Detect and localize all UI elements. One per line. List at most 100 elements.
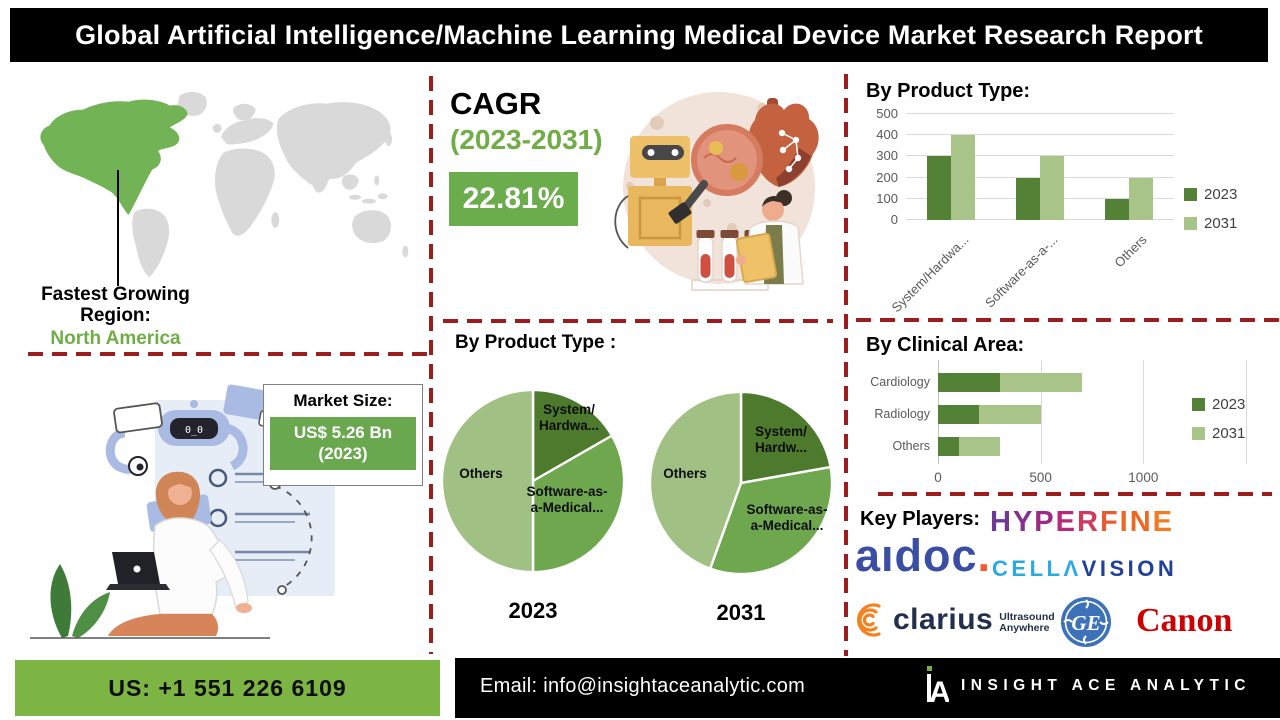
woman-with-laptop <box>106 471 252 636</box>
svg-text:GE: GE <box>1071 611 1100 635</box>
divider-horizontal-right-1 <box>856 318 1280 322</box>
south-america <box>132 208 170 278</box>
robot-face: 0_0 <box>185 425 203 436</box>
divider-horizontal-middle <box>443 319 833 323</box>
clinical-bar-Radiology <box>938 405 1041 424</box>
clinical-chart-title: By Clinical Area: <box>866 334 1025 356</box>
fastest-growing-region-label: Fastest Growing Region: North America <box>18 284 213 349</box>
clinical-category-label: Radiology <box>874 407 930 421</box>
segment-2023 <box>938 437 959 456</box>
ge-logo: GE <box>1061 597 1111 647</box>
svg-text:A: A <box>929 676 949 706</box>
pie-slice-label: System/ Hardw... <box>754 424 807 455</box>
pie-slice-Others <box>440 388 535 574</box>
pie-2031-svg <box>648 390 834 576</box>
brand-block: A INSIGHT ACE ANALYTIC <box>923 666 1251 706</box>
legend-item-2031: 2031 <box>1192 425 1245 442</box>
bar-chart-y-axis: 0 100 200 300 400 500 <box>876 106 898 227</box>
pie-slice-Others <box>648 390 743 571</box>
pie-slice-System/Hardw... <box>739 390 833 485</box>
japan <box>385 132 393 147</box>
clinical-chart-legend: 2023 2031 <box>1192 396 1245 454</box>
clinical-area-chart: Cardiology Radiology Others 0 500 1000 2023 2… <box>866 360 1280 490</box>
pie-slice-System/Hardwa... <box>531 388 614 484</box>
cagr-value-badge: 22.81% <box>449 172 578 226</box>
clinical-category-label: Cardiology <box>870 375 930 389</box>
segment-2023 <box>938 405 980 424</box>
legend-item-2031: 2031 <box>1184 215 1237 232</box>
product-type-bar-chart: 0 100 200 300 400 500 System/Hardwa... Softwar… <box>866 106 1280 316</box>
pie-slice-label: Software-as- a-Medical... <box>526 484 608 515</box>
report-title-banner: Global Artificial Intelligence/Machine L… <box>10 8 1268 62</box>
email-address: Email: info@insightaceanalytic.com <box>480 675 806 697</box>
hyperfine-logo: HYPERFINE <box>990 506 1175 538</box>
pie-2031-year-label: 2031 <box>716 600 766 625</box>
bar-2031 <box>1039 156 1064 220</box>
clinical-category-label: Others <box>892 439 930 453</box>
divider-vertical-left <box>429 76 433 654</box>
bar-2031 <box>950 135 975 220</box>
product-type-pie-2031: System/ Hardw... Software-as- a-Medical.… <box>646 388 836 578</box>
india <box>311 167 330 193</box>
asia <box>276 102 391 186</box>
footer-bar: Email: info@insightaceanalytic.com A INS… <box>455 658 1280 718</box>
heart <box>748 98 819 187</box>
north-america-highlight <box>40 99 188 216</box>
bar-2023 <box>926 156 951 220</box>
robot-analyzer <box>614 136 692 249</box>
bar-group-Others <box>1084 114 1173 220</box>
pie-2023-svg <box>440 388 626 574</box>
clarius-logo: clarius Ultrasound Anywhere <box>852 600 1055 640</box>
bar-2023 <box>1104 198 1129 220</box>
bar-2031 <box>1128 177 1153 220</box>
clinical-chart-category-labels: Cardiology Radiology Others <box>866 360 930 464</box>
clinical-chart-x-axis: 0 500 1000 <box>934 470 1159 485</box>
plant-leaf <box>72 592 110 638</box>
uk <box>212 123 222 133</box>
clarius-tagline: Ultrasound Anywhere <box>999 611 1055 634</box>
pie-slice-Software-as-a-Medical... <box>531 433 626 574</box>
segment-2031 <box>999 373 1082 392</box>
bar-group-Software-as-a-... <box>995 114 1084 220</box>
clinical-chart-plot <box>938 360 1247 464</box>
cellavision-logo: CELLΛVISION <box>992 556 1178 581</box>
product-type-pie-2023: System/ Hardwa... Software-as- a-Medical… <box>438 386 628 576</box>
magnifier <box>668 124 763 224</box>
bar-chart-legend: 2023 2031 <box>1184 186 1237 244</box>
world-map <box>40 91 409 278</box>
scandinavia <box>233 103 256 121</box>
bar-chart-title: By Product Type: <box>866 80 1031 102</box>
medical-ai-illustration <box>614 92 819 291</box>
bar-chart-plot <box>906 113 1174 220</box>
scientist <box>735 190 804 285</box>
bar-2023 <box>1015 177 1040 220</box>
phone-number: US: +1 551 226 6109 <box>108 674 347 701</box>
africa <box>214 148 275 236</box>
market-size-card: Market Size: US$ 5.26 Bn (2023) <box>263 384 423 486</box>
se-asia <box>341 174 360 190</box>
pie-slice-label: Others <box>663 466 707 481</box>
bar-group-System/Hardwa... <box>906 114 995 220</box>
region-pointer-line <box>117 170 119 286</box>
market-size-value: US$ 5.26 Bn (2023) <box>270 417 416 470</box>
brand-name: INSIGHT ACE ANALYTIC <box>961 677 1251 694</box>
pie-slice-label: System/ Hardwa... <box>538 402 600 433</box>
pie-slice-label: Software-as- a-Medical... <box>746 502 828 533</box>
madagascar <box>271 212 280 228</box>
ai-chat-illustration: 0_0 <box>30 384 335 639</box>
clarius-icon <box>857 603 881 637</box>
phone-banner: US: +1 551 226 6109 <box>15 660 440 716</box>
page-title: Global Artificial Intelligence/Machine L… <box>75 19 1203 50</box>
cagr-period: (2023-2031) <box>450 124 603 155</box>
pie-section-title: By Product Type : <box>455 332 617 353</box>
legend-item-2023: 2023 <box>1184 186 1237 203</box>
aidoc-logo: aıdoc. <box>855 530 992 581</box>
cagr-label: CAGR <box>450 86 542 121</box>
legend-item-2023: 2023 <box>1192 396 1245 413</box>
segment-2031 <box>979 405 1041 424</box>
pie-slice-Software-as-a-Medical... <box>708 465 834 576</box>
pie-2023-year-label: 2023 <box>508 598 558 623</box>
plant-leaf <box>50 564 72 638</box>
pie-slice-label: Others <box>459 466 503 481</box>
key-players-label: Key Players: <box>860 508 981 530</box>
